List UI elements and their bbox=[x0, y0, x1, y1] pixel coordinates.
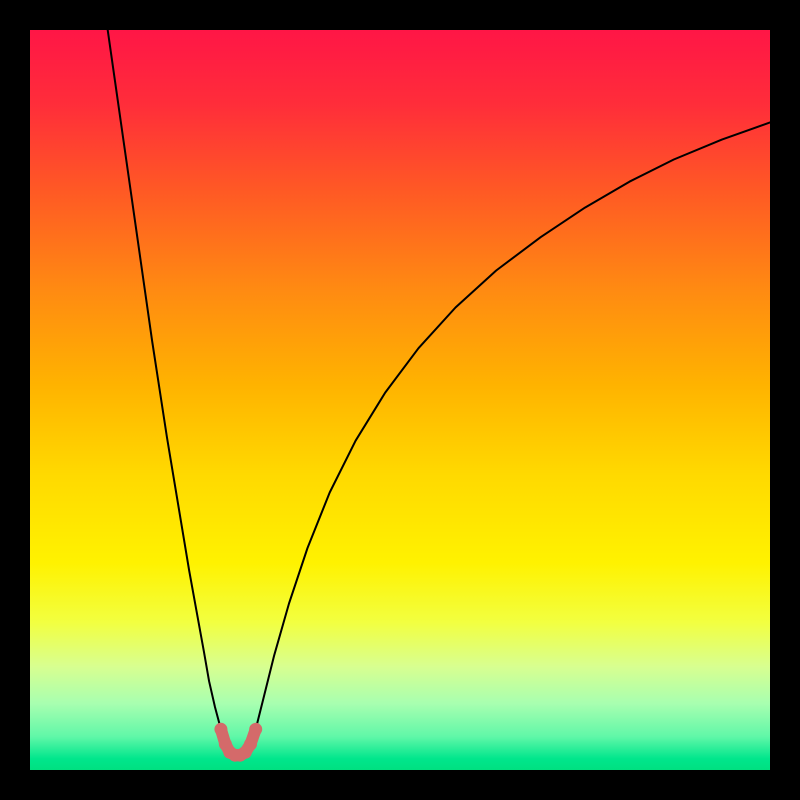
highlight-marker bbox=[214, 723, 227, 736]
bottleneck-chart bbox=[0, 0, 800, 800]
highlight-marker bbox=[244, 738, 257, 751]
chart-frame: TheBottleneck.com bbox=[0, 0, 800, 800]
highlight-marker bbox=[249, 723, 262, 736]
chart-gradient-bg bbox=[30, 30, 770, 770]
